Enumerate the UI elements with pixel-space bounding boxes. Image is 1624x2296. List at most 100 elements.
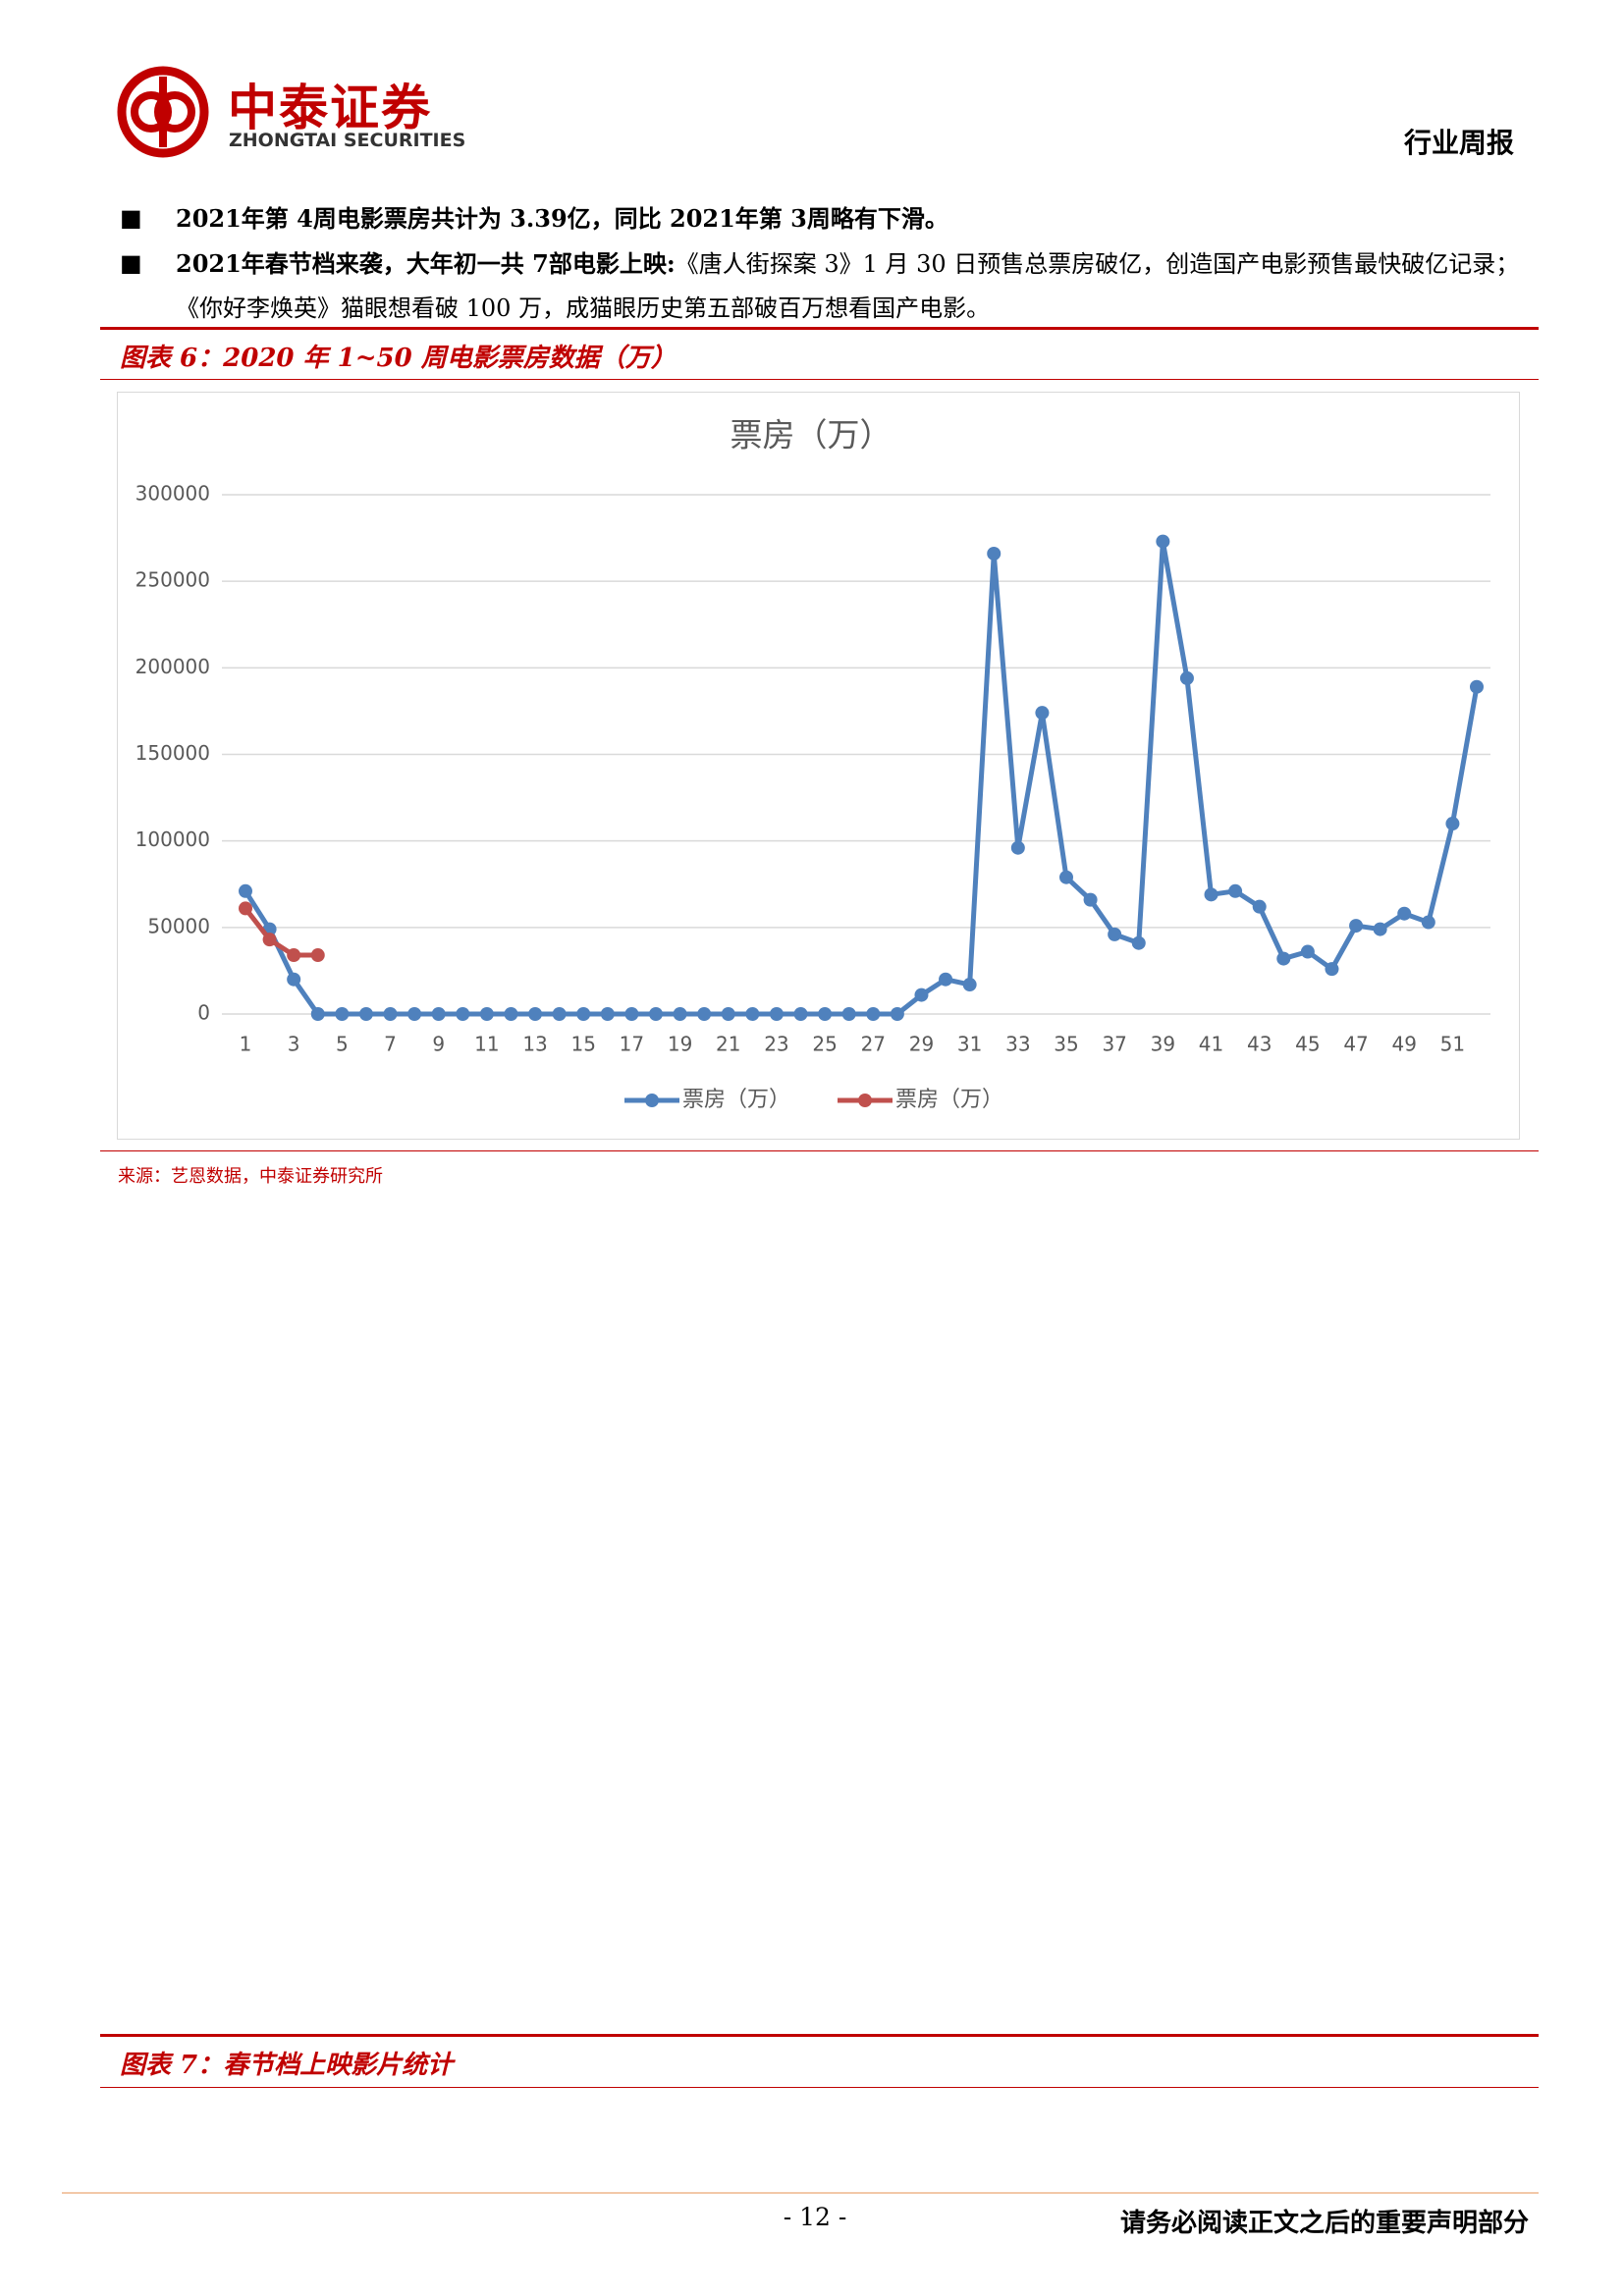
x-tick-label: 9 (432, 1033, 445, 1056)
x-tick-label: 49 (1392, 1033, 1417, 1056)
data-point (1083, 892, 1098, 907)
legend-marker (858, 1094, 872, 1107)
series-line (244, 906, 318, 958)
x-tick-label: 47 (1343, 1033, 1368, 1056)
figure-caption: 图表 6：2020 年 1~50 周电影票房数据（万） (120, 344, 677, 373)
bullet: ■ 2021年春节档来袭，大年初一共 7部电影上映:《唐人街探案 3》1 月 30… (120, 249, 1520, 322)
data-point (1397, 906, 1412, 921)
x-tick-label: 19 (668, 1033, 692, 1056)
y-tick-label: 50000 (147, 914, 210, 937)
data-point (1276, 951, 1291, 966)
x-tick-label: 11 (474, 1033, 499, 1056)
data-point (793, 1007, 808, 1021)
x-tick-label: 13 (522, 1033, 547, 1056)
x-tick-label: 35 (1054, 1033, 1078, 1056)
data-point (1421, 915, 1435, 930)
data-point (987, 546, 1001, 561)
x-tick-label: 27 (861, 1033, 886, 1056)
data-point (239, 901, 252, 916)
data-point (1349, 919, 1364, 934)
bullet-text: 《唐人街探案 3》1 月 30 日预售总票房破亿，创造国产电影预售最快破亿记录；… (176, 250, 1520, 322)
x-tick-label: 39 (1151, 1033, 1175, 1056)
bullet-bold: 2021年第 4周电影票房共计为 3.39亿，同比 2021年第 3周略有下滑。 (176, 204, 948, 233)
x-tick-label: 41 (1199, 1033, 1223, 1056)
data-point (239, 883, 252, 898)
footer-notice: 请务必阅读正文之后的重要声明部分 (1119, 2209, 1529, 2238)
legend-label: 票房（万） (895, 1088, 1003, 1112)
x-tick-label: 15 (571, 1033, 596, 1056)
legend-label: 票房（万） (682, 1088, 790, 1112)
rule (100, 1150, 1539, 1151)
x-tick-label: 1 (240, 1033, 252, 1056)
data-point (1179, 670, 1194, 685)
x-tick-label: 31 (957, 1033, 982, 1056)
y-tick-label: 250000 (135, 568, 210, 592)
data-point (841, 1007, 856, 1021)
data-point (939, 972, 953, 987)
data-point (358, 1007, 373, 1021)
report-type: 行业周报 (1403, 127, 1514, 159)
data-point (504, 1007, 518, 1021)
x-tick-label: 21 (716, 1033, 740, 1056)
chart-title: 票房（万） (731, 416, 893, 454)
figure-caption: 图表 7：春节档上映影片统计 (120, 2051, 454, 2080)
y-tick-label: 150000 (135, 741, 210, 765)
bullet-list: ■ 2021年第 4周电影票房共计为 3.39亿，同比 2021年第 3周略有下滑… (120, 196, 1524, 331)
rule (100, 2034, 1539, 2037)
data-point (1228, 883, 1243, 898)
data-point (962, 978, 977, 992)
logo-en: ZHONGTAI SECURITIES (229, 130, 466, 151)
data-point (287, 948, 301, 963)
data-point (456, 1007, 470, 1021)
data-point (1373, 922, 1387, 936)
data-point (697, 1007, 712, 1021)
legend-marker (645, 1094, 659, 1107)
data-point (1059, 870, 1073, 884)
data-point (431, 1007, 446, 1021)
x-tick-label: 7 (384, 1033, 397, 1056)
chart-frame (117, 392, 1520, 1140)
data-point (262, 933, 277, 947)
x-tick-label: 17 (620, 1033, 644, 1056)
data-point (407, 1007, 422, 1021)
data-point (1325, 962, 1339, 977)
rule (100, 379, 1539, 380)
logo-icon (117, 66, 209, 158)
series-line (243, 539, 1480, 1017)
bullet: ■ 2021年第 4周电影票房共计为 3.39亿，同比 2021年第 3周略有下滑… (120, 204, 948, 233)
x-tick-label: 43 (1247, 1033, 1272, 1056)
x-tick-label: 25 (812, 1033, 837, 1056)
x-tick-label: 45 (1295, 1033, 1320, 1056)
data-point (335, 1007, 350, 1021)
data-point (1108, 927, 1122, 941)
data-point (1035, 706, 1050, 721)
footer-rule (62, 2192, 1539, 2194)
data-point (383, 1007, 398, 1021)
bullet-bold: 2021年春节档来袭，大年初一共 7部电影上映: (176, 249, 676, 278)
x-tick-label: 23 (764, 1033, 788, 1056)
x-tick-label: 51 (1440, 1033, 1465, 1056)
rule (100, 2087, 1539, 2088)
data-point (528, 1007, 543, 1021)
figure-source: 来源：艺恩数据，中泰证券研究所 (118, 1166, 383, 1187)
data-point (310, 1007, 325, 1021)
x-tick-label: 33 (1005, 1033, 1030, 1056)
x-tick-label: 37 (1102, 1033, 1126, 1056)
data-point (1156, 534, 1170, 549)
data-point (1300, 944, 1315, 959)
data-point (1131, 935, 1146, 950)
x-tick-label: 5 (336, 1033, 349, 1056)
data-point (890, 1007, 904, 1021)
data-point (310, 948, 325, 963)
y-tick-label: 0 (197, 1001, 210, 1025)
data-point (769, 1007, 784, 1021)
data-point (1470, 679, 1484, 694)
data-point (600, 1007, 615, 1021)
data-point (576, 1007, 591, 1021)
x-tick-label: 29 (909, 1033, 934, 1056)
data-point (1204, 887, 1218, 902)
data-point (818, 1007, 833, 1021)
rule (100, 327, 1539, 330)
data-point (1445, 817, 1460, 831)
